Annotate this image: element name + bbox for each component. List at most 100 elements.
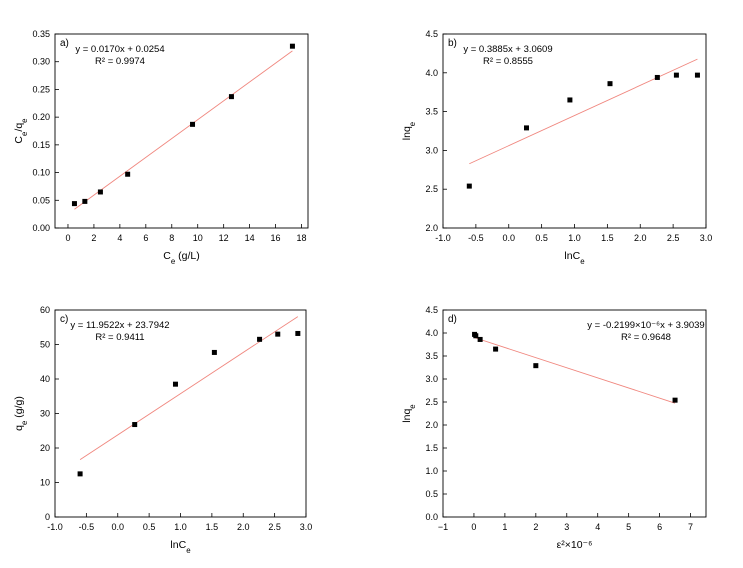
x-tick-label: -0.5	[468, 233, 484, 243]
data-point	[493, 346, 499, 352]
x-tick-label: 6	[143, 233, 148, 243]
fit-line	[469, 58, 698, 165]
r-squared-label: R² = 0.9411	[95, 332, 144, 343]
x-tick-label: 0.0	[502, 233, 515, 243]
y-tick-label: 2.0	[425, 223, 438, 233]
x-tick-label: 4	[117, 233, 122, 243]
data-point	[172, 381, 178, 387]
x-axis-title: lnCe	[564, 250, 585, 266]
x-axis-title: ε²×10⁻⁶	[557, 539, 593, 551]
y-tick-label: 0.30	[32, 57, 50, 67]
y-tick-label: 0	[45, 512, 50, 522]
data-point	[228, 94, 234, 100]
data-point	[533, 363, 539, 369]
panel-label: d)	[448, 314, 457, 325]
x-tick-label: -0.5	[79, 522, 95, 532]
x-tick-label: 1.5	[206, 522, 219, 532]
y-tick-label: 4.0	[425, 68, 438, 78]
data-point	[71, 201, 77, 207]
data-point	[607, 81, 613, 87]
fit-equation: y = 0.3885x + 3.0609	[463, 44, 552, 55]
y-tick-label: 3.0	[425, 374, 438, 384]
fit-line	[74, 50, 293, 210]
y-tick-label: 3.5	[425, 107, 438, 117]
x-axis-title: Ce (g/L)	[163, 250, 199, 266]
y-tick-label: 3.0	[425, 145, 438, 155]
x-tick-label: 2	[91, 233, 96, 243]
panel-label: c)	[60, 314, 68, 325]
x-tick-label: 4	[595, 522, 600, 532]
x-tick-label: 10	[193, 233, 203, 243]
panel-a: 0 2 4 6 8 10 12 14 16 18 0.00 0.05 0.10 0.15 0.20 0.25 0…	[13, 29, 309, 266]
y-tick-label: 0.0	[425, 512, 438, 522]
fit-equation: y = 0.0170x + 0.0254	[75, 44, 164, 55]
panel-label: b)	[448, 38, 457, 49]
fit-equation: y = 11.9522x + 23.7942	[70, 320, 169, 331]
x-tick-label: -1.0	[47, 522, 63, 532]
x-tick-label: 3	[564, 522, 569, 532]
panel-c: -1.0 -0.5 0.0 0.5 1.0 1.5 2.0 2.5 3.0 0 10 20 30 40 50…	[13, 305, 312, 555]
x-tick-label: 2.0	[634, 233, 647, 243]
x-tick-label: 5	[626, 522, 631, 532]
y-tick-label: 4.5	[425, 305, 438, 315]
y-tick-label: 4.5	[425, 29, 438, 39]
panel-b: -1.0 -0.5 0.0 0.5 1.0 1.5 2.0 2.5 3.0 2.0 2.5 3.0 3.…	[401, 29, 712, 266]
data-point	[654, 74, 660, 80]
data-point	[211, 349, 217, 355]
fit-equation: y = -0.2199×10⁻⁶x + 3.9039	[587, 320, 704, 331]
data-point	[673, 72, 679, 78]
data-point	[473, 333, 479, 339]
x-tick-label: 0.5	[535, 233, 548, 243]
y-tick-label: 10	[40, 478, 50, 488]
y-axis-title: lnqe	[401, 404, 417, 423]
x-tick-label: 16	[271, 233, 281, 243]
x-tick-label: 3.0	[300, 522, 313, 532]
y-tick-label: 0.15	[32, 140, 50, 150]
data-point	[275, 331, 281, 337]
data-point	[77, 471, 83, 477]
x-tick-label: 0	[471, 522, 476, 532]
x-tick-label: 2.5	[667, 233, 680, 243]
x-tick-label: 0.0	[111, 522, 124, 532]
data-point	[97, 189, 103, 195]
data-point	[672, 397, 678, 403]
data-point	[132, 422, 138, 428]
x-tick-label: 0.5	[143, 522, 156, 532]
y-axis-title: Ce/qe	[13, 118, 29, 144]
x-tick-label: 1.5	[601, 233, 614, 243]
fit-line	[474, 337, 676, 404]
x-tick-label: 7	[688, 522, 693, 532]
data-point	[567, 97, 573, 103]
y-tick-label: 0.10	[32, 168, 50, 178]
y-tick-label: 3.5	[425, 351, 438, 361]
data-point	[289, 43, 295, 49]
data-point	[295, 330, 301, 336]
x-tick-label: 8	[169, 233, 174, 243]
x-tick-label: 2	[533, 522, 538, 532]
data-point	[477, 336, 483, 342]
x-tick-label: 0	[65, 233, 70, 243]
plot-frame	[442, 309, 707, 518]
plot-frame	[54, 309, 307, 518]
data-point	[125, 171, 131, 177]
y-tick-label: 2.5	[425, 397, 438, 407]
y-tick-label: 0.00	[32, 223, 50, 233]
y-tick-label: 0.20	[32, 112, 50, 122]
r-squared-label: R² = 0.9974	[95, 56, 145, 67]
x-tick-label: 1.0	[174, 522, 187, 532]
r-squared-label: R² = 0.8555	[483, 56, 533, 67]
plot-frame	[54, 33, 309, 229]
y-tick-label: 0.35	[32, 29, 50, 39]
data-point	[694, 72, 700, 78]
y-tick-label: 2.0	[425, 420, 438, 430]
y-tick-label: 1.0	[425, 466, 438, 476]
y-tick-label: 0.25	[32, 84, 50, 94]
y-tick-label: 1.5	[425, 443, 438, 453]
data-point	[466, 183, 472, 189]
x-tick-label: 14	[245, 233, 255, 243]
x-tick-label: 2.0	[237, 522, 250, 532]
x-tick-label: 2.5	[268, 522, 281, 532]
x-axis-title: lnCe	[170, 539, 191, 555]
x-tick-label: 1.0	[568, 233, 581, 243]
